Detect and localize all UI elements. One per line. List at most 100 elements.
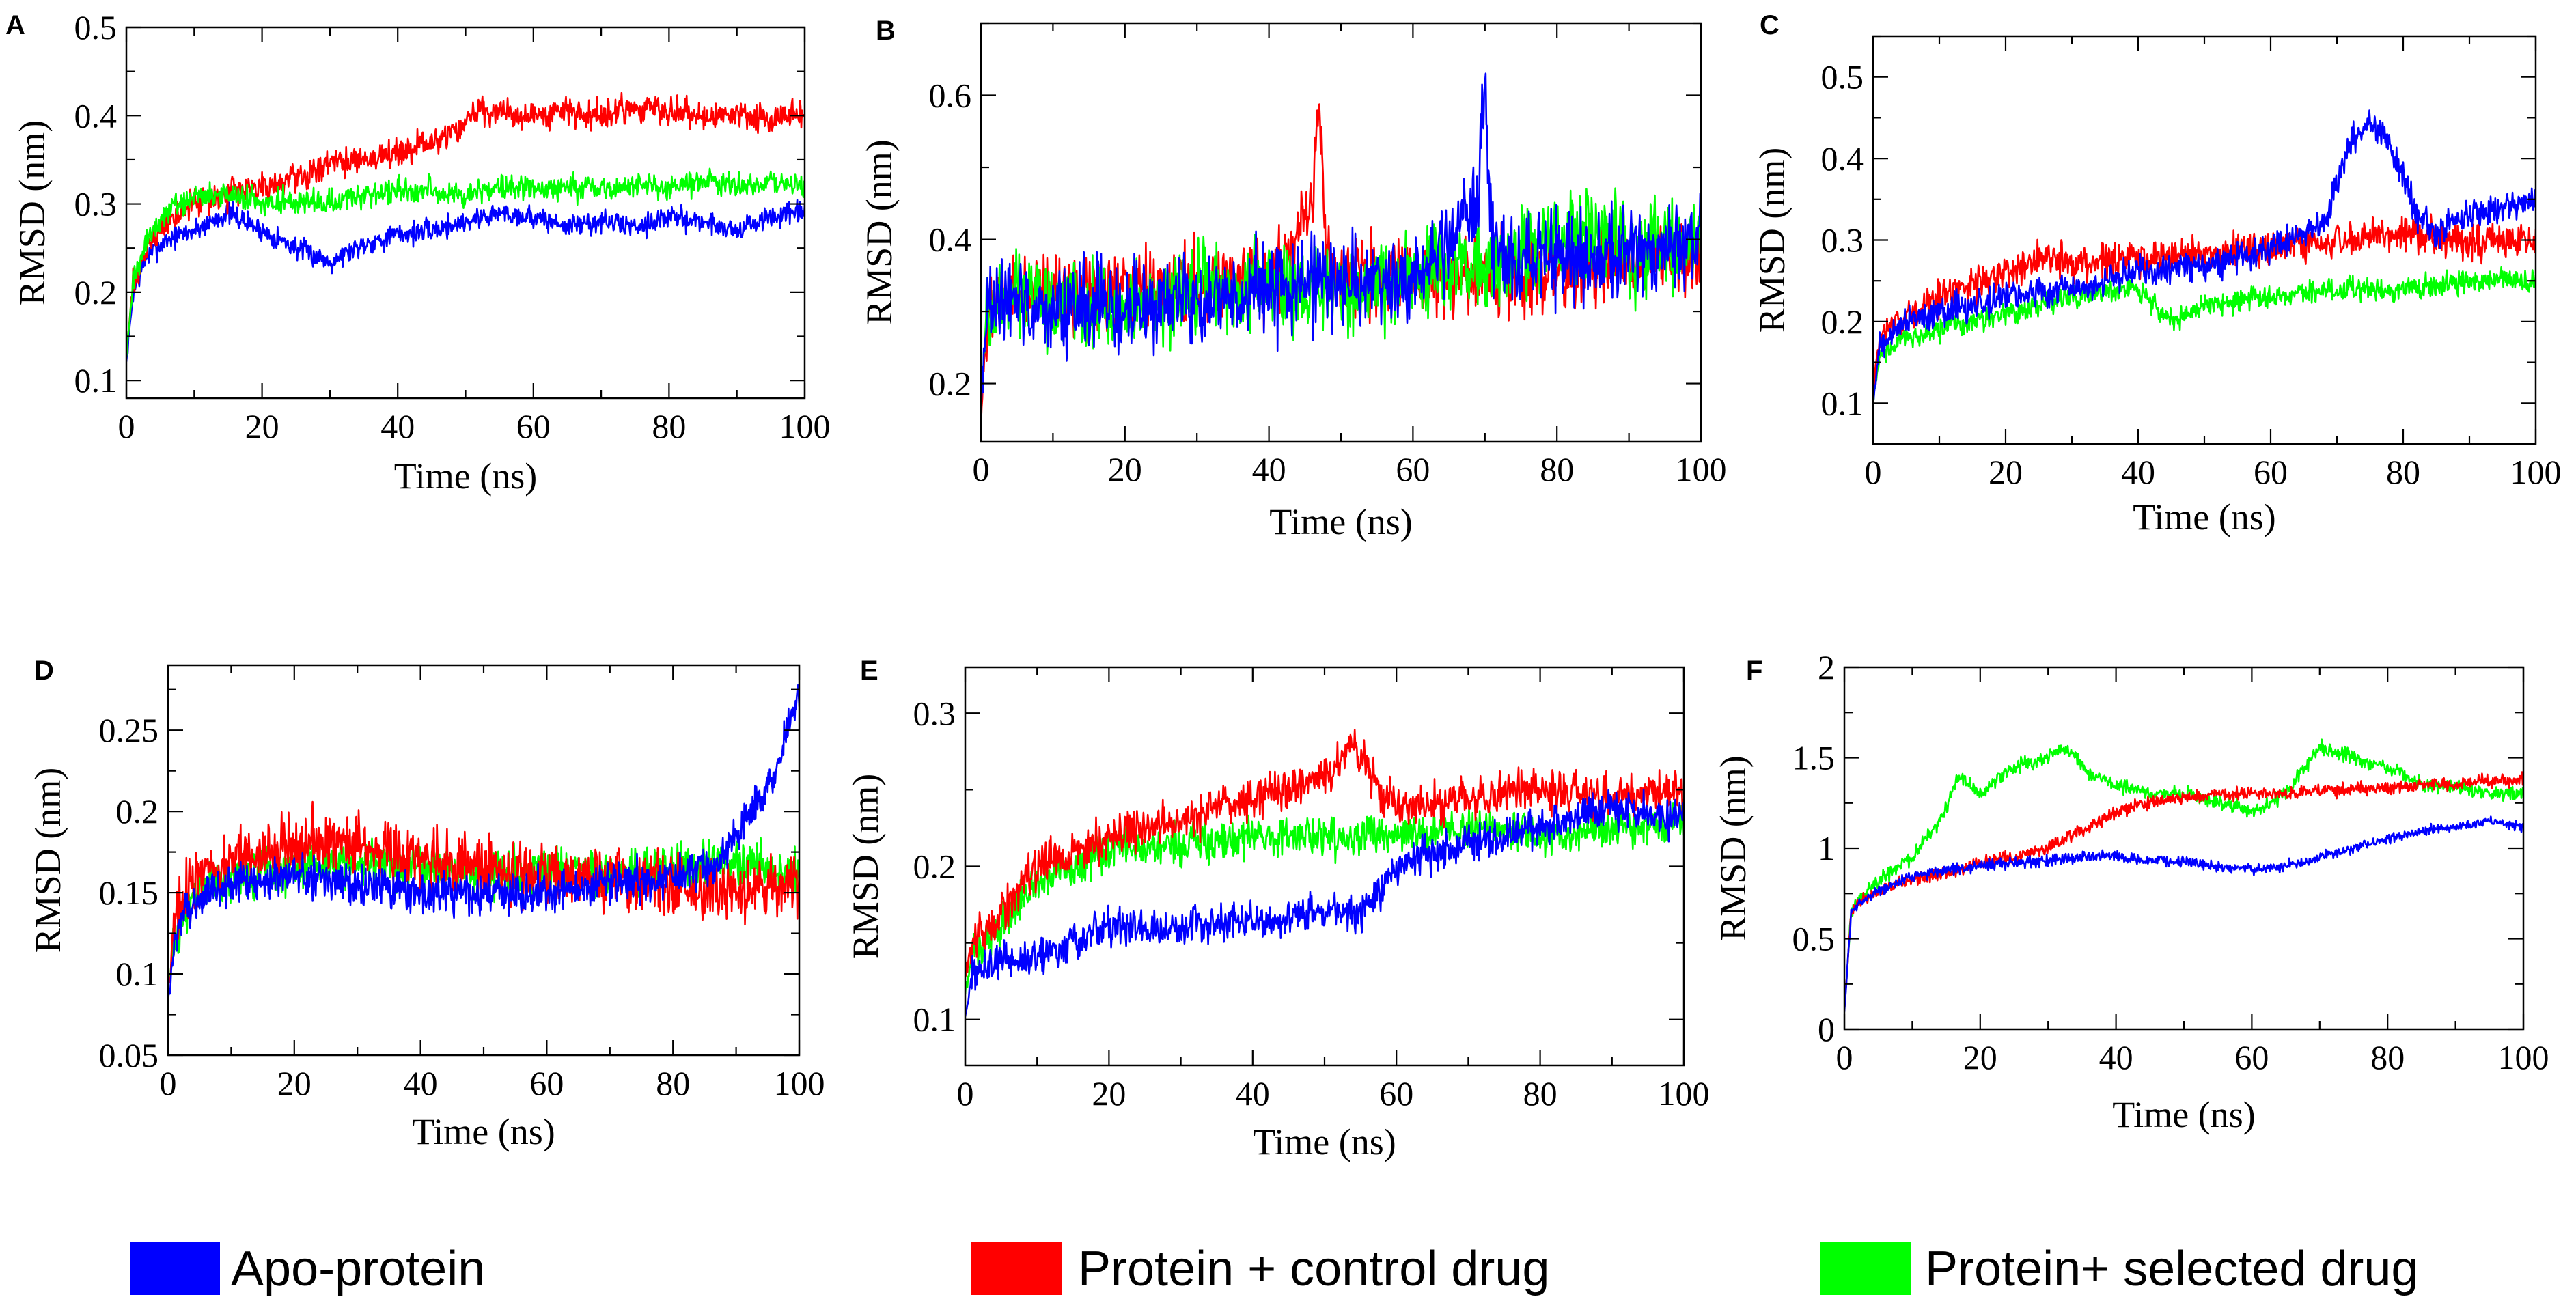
x-tick-label: 40	[380, 407, 415, 445]
y-tick-label: 0.2	[929, 365, 972, 403]
x-tick-label: 100	[1659, 1074, 1710, 1113]
x-tick-label: 80	[656, 1064, 690, 1102]
legend-label: Protein + control drug	[1078, 1242, 1549, 1296]
x-tick-label: 60	[516, 407, 551, 445]
y-axis-title: RMSD (nm)	[859, 139, 900, 325]
legend-swatch	[971, 1242, 1062, 1295]
y-tick-label: 0.1	[116, 955, 159, 993]
x-axis-title: Time (ns)	[412, 1111, 555, 1152]
x-tick-label: 20	[1108, 450, 1142, 488]
panel-b: B 0 20 40 60 80 100 0.2 0.4 0.6 Time (ns) RMSD (nm)	[859, 16, 1727, 542]
y-tick-label: 0.4	[1821, 139, 1864, 178]
y-tick-label: 0.2	[116, 792, 159, 830]
series-line-protein-control-drug	[1844, 771, 2523, 1010]
series-line-protein-control-drug	[126, 92, 805, 353]
x-tick-label: 80	[2370, 1038, 2405, 1076]
legend-item-apo-protein: Apo-protein	[130, 1242, 485, 1296]
x-tick-label: 40	[1252, 450, 1286, 488]
y-tick-label: 0.2	[913, 848, 956, 886]
y-tick-label: 0.5	[1821, 58, 1864, 96]
plot-frame	[964, 666, 1685, 1067]
panel-letter: B	[876, 16, 896, 46]
x-axis-title: Time (ns)	[1253, 1121, 1396, 1162]
plot-frame	[1843, 666, 2525, 1031]
legend-swatch	[1820, 1242, 1911, 1295]
y-axis-title: RMSD (nm)	[1713, 755, 1754, 941]
x-tick-label: 20	[277, 1064, 311, 1102]
series-line-protein-control-drug	[965, 729, 1684, 977]
series-line-apo-protein	[965, 788, 1684, 1017]
panel-d: D 0 20 40 60 80 100 0.05 0.1 0.15 0.2 0.25 Time (ns)…	[27, 656, 825, 1152]
x-axis-title: Time (ns)	[2112, 1094, 2256, 1135]
y-tick-label: 1	[1818, 829, 1835, 867]
x-tick-label: 60	[2254, 453, 2288, 491]
y-axis-title: RMSD (nm)	[1751, 148, 1792, 333]
x-tick-label: 40	[1236, 1074, 1270, 1113]
series-line-apo-protein	[1873, 109, 2536, 404]
x-tick-label: 80	[1540, 450, 1574, 488]
y-axis-title: RMSD (nm)	[845, 774, 886, 960]
x-axis-title: Time (ns)	[2133, 497, 2276, 537]
y-tick-label: 0.2	[1821, 303, 1864, 341]
y-tick-label: 1.5	[1792, 739, 1836, 777]
series-line-apo-protein	[126, 199, 805, 362]
y-tick-label: 0.1	[1821, 384, 1864, 422]
y-tick-label: 0.6	[929, 76, 972, 115]
panel-letter: C	[1760, 10, 1779, 40]
x-tick-label: 100	[1676, 450, 1727, 488]
x-axis-title: Time (ns)	[394, 456, 538, 497]
x-axis-title: Time (ns)	[1269, 501, 1413, 542]
x-tick-label: 80	[2386, 453, 2420, 491]
panel-e: E 0 20 40 60 80 100 0.1 0.2 0.3 Time (ns) RMSD (nm)	[845, 656, 1710, 1162]
y-tick-label: 0.15	[99, 873, 159, 912]
y-tick-label: 0	[1818, 1010, 1835, 1048]
legend: Apo-protein Protein + control drug Protein…	[130, 1242, 2418, 1296]
x-tick-label: 100	[774, 1064, 825, 1102]
y-tick-label: 0.4	[74, 96, 117, 135]
legend-item-protein-selected-drug: Protein+ selected drug	[1820, 1242, 2418, 1296]
x-tick-label: 0	[1836, 1038, 1853, 1076]
y-axis-title: RMSD (nm)	[27, 768, 68, 953]
panel-letter: A	[5, 10, 25, 40]
y-tick-label: 0.25	[99, 711, 159, 749]
y-tick-label: 0.05	[99, 1036, 159, 1074]
y-tick-label: 0.3	[913, 694, 956, 732]
x-tick-label: 20	[1963, 1038, 1997, 1076]
legend-label: Apo-protein	[231, 1242, 485, 1296]
series-line-protein-control-drug	[168, 800, 799, 1002]
x-tick-label: 0	[973, 450, 990, 488]
panel-letter: D	[34, 656, 54, 686]
x-tick-label: 40	[2099, 1038, 2133, 1076]
series-line-apo-protein	[981, 72, 1701, 413]
panel-letter: E	[860, 656, 878, 686]
y-tick-label: 0.5	[1792, 920, 1836, 958]
panel-a: A 0 20 40 60 80 100 0.1 0.2 0.3 0.4 0.5 Time (ns) RMS…	[5, 8, 831, 497]
y-tick-label: 0.5	[74, 8, 117, 46]
x-tick-label: 0	[1865, 453, 1882, 491]
x-tick-label: 0	[160, 1064, 177, 1102]
y-axis-title: RMSD (nm)	[12, 120, 53, 306]
y-tick-label: 0.1	[913, 1001, 956, 1039]
x-tick-label: 80	[652, 407, 686, 445]
series-line-apo-protein	[168, 684, 799, 1006]
series-line-protein-selected-drug	[965, 802, 1684, 995]
panel-f: F 0 20 40 60 80 100 0 0.5 1 1.5 2 Time (ns) RMSD (nm)	[1713, 648, 2549, 1135]
y-tick-label: 0.4	[929, 221, 972, 259]
x-tick-label: 60	[2234, 1038, 2269, 1076]
y-tick-label: 0.1	[74, 361, 117, 400]
panel-letter: F	[1746, 656, 1762, 686]
x-tick-label: 60	[1379, 1074, 1413, 1113]
x-tick-label: 0	[957, 1074, 974, 1113]
y-tick-label: 0.2	[74, 273, 117, 311]
x-tick-label: 40	[2121, 453, 2155, 491]
x-tick-label: 0	[118, 407, 135, 445]
legend-item-protein-control-drug: Protein + control drug	[971, 1242, 1549, 1296]
y-tick-label: 0.3	[1821, 221, 1864, 260]
series-line-protein-control-drug	[1873, 213, 2536, 391]
series-line-apo-protein	[1844, 815, 2523, 1012]
x-tick-label: 80	[1523, 1074, 1557, 1113]
y-tick-label: 0.3	[74, 185, 117, 223]
panel-c: C 0 20 40 60 80 100 0.1 0.2 0.3 0.4 0.5 Time (ns) RMS…	[1751, 10, 2562, 537]
x-tick-label: 40	[404, 1064, 438, 1102]
